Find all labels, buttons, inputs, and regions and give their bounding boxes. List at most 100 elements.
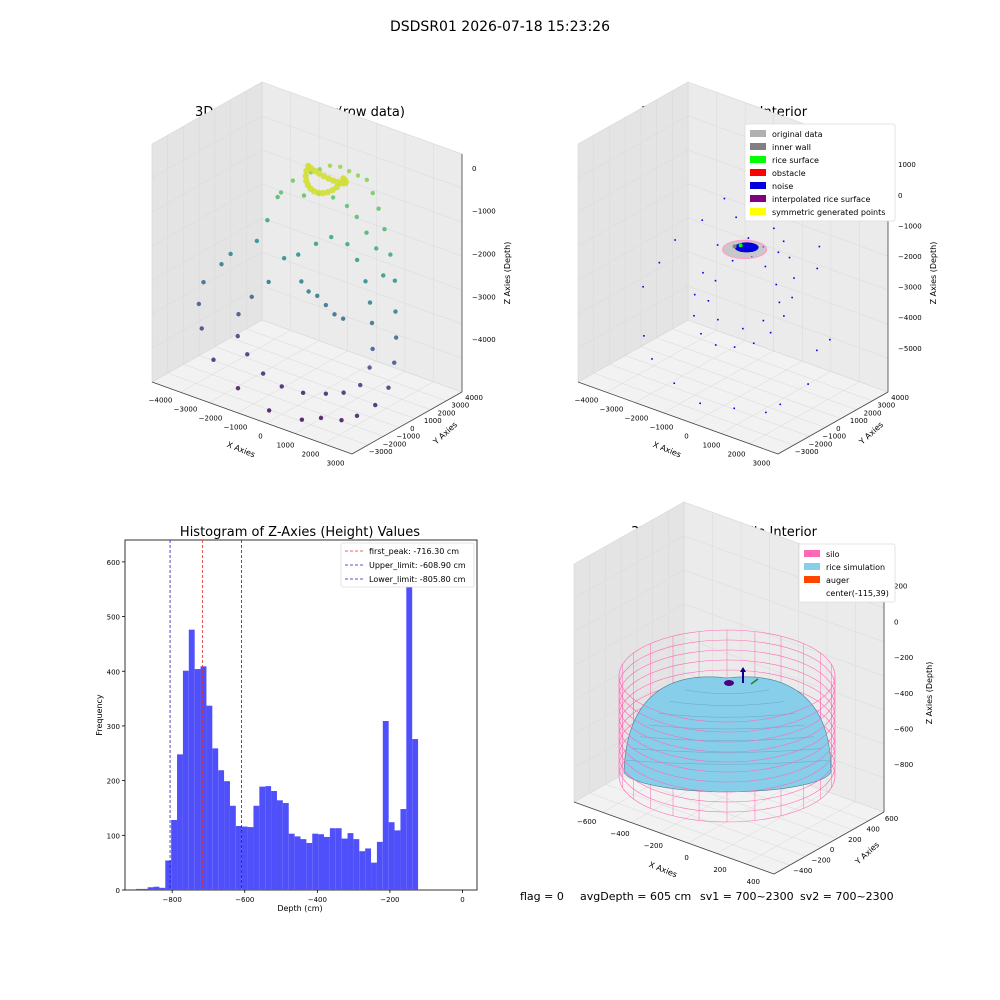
histogram-bar	[371, 862, 377, 890]
rice-mesh-line	[684, 689, 770, 694]
x-axis-line	[577, 381, 779, 455]
grid-line	[577, 251, 689, 315]
noise-point	[714, 344, 717, 346]
legend-entry: Lower_limit: -805.80 cm	[369, 575, 466, 584]
silo-ring	[618, 705, 836, 753]
scatter-point	[354, 214, 359, 220]
grid-line	[151, 183, 263, 247]
grid-line	[261, 251, 463, 325]
grid-line	[692, 360, 803, 424]
noise-point	[752, 342, 755, 345]
x-tick-label: −200	[644, 842, 663, 850]
z-axis-label: Z Axies (Depth)	[925, 662, 934, 725]
histogram-plot: Histogram of Z-Axies (Height) Values Dep…	[95, 525, 478, 913]
histogram-bar	[153, 886, 160, 890]
legend-entry: inner wall	[772, 143, 811, 152]
x-tick-label: 1000	[277, 442, 295, 450]
scatter-point	[299, 417, 305, 422]
grid-line	[151, 285, 263, 349]
scatter-point	[303, 167, 310, 175]
y-tick-label: 1000	[850, 417, 868, 425]
legend-entry: Upper_limit: -608.90 cm	[369, 561, 466, 570]
scatter-point	[386, 385, 391, 390]
scatter-point	[367, 300, 373, 305]
simulation-3d-plot: 3D simulation of Silo Interior −600−400−…	[573, 501, 934, 886]
y-tick-label: 3000	[877, 402, 895, 410]
noise-point	[747, 237, 750, 239]
histogram-bar	[406, 559, 413, 890]
scatter-point	[344, 203, 350, 209]
scatter-point	[211, 357, 216, 362]
z-tick-label: −2000	[898, 253, 922, 261]
scatter-point	[313, 241, 319, 247]
noise-point	[765, 411, 767, 414]
histogram-bar	[359, 851, 366, 890]
noise-point	[651, 358, 653, 360]
grid-line	[672, 328, 873, 402]
legend-swatch	[750, 208, 766, 215]
legend-entry: auger	[826, 576, 850, 585]
histogram-bar	[335, 828, 342, 890]
legend-swatch	[750, 195, 766, 202]
y-tick-label: −1000	[822, 433, 846, 441]
histogram-bar	[259, 786, 266, 890]
silo-ring	[618, 755, 836, 803]
histogram-title: Histogram of Z-Axies (Height) Values	[180, 525, 420, 540]
histogram-bar	[194, 669, 201, 890]
noise-point	[723, 197, 726, 200]
histogram-legend-box	[340, 542, 475, 588]
silo-ring	[618, 745, 836, 793]
scatter-point	[381, 273, 386, 278]
histogram-bar	[412, 739, 419, 890]
scatter-point	[228, 251, 233, 257]
rice-mesh-line	[625, 760, 829, 765]
grid-line	[261, 149, 463, 223]
grid-line	[605, 784, 806, 857]
histogram-bar	[324, 836, 330, 890]
z-tick-label: −4000	[472, 336, 496, 344]
x-tick-label: −200	[380, 896, 399, 904]
y-tick-label: −400	[793, 867, 812, 875]
grid-line	[606, 330, 717, 393]
y-tick-label: 200	[848, 836, 861, 844]
noise-point	[693, 293, 696, 296]
grid-line	[589, 792, 790, 866]
z-tick-label: −200	[894, 654, 913, 662]
grid-line	[151, 149, 263, 213]
z-tick-label: −600	[894, 726, 913, 734]
histogram-bar	[224, 781, 230, 890]
legend-entry: symmetric generated points	[772, 208, 885, 217]
noise-point	[714, 279, 717, 282]
x-tick-label: −4000	[149, 397, 173, 405]
scatter-point	[201, 279, 206, 285]
x-axis-line	[151, 381, 353, 455]
grid-line	[573, 671, 685, 735]
histogram-bar	[188, 629, 195, 890]
grid-line	[237, 350, 348, 414]
histogram-bar	[177, 754, 183, 890]
scatter-point	[249, 294, 254, 299]
legend-swatch	[750, 143, 766, 150]
grid-line	[573, 535, 685, 599]
grid-line	[716, 791, 827, 854]
grid-line	[294, 371, 405, 434]
noise-point	[731, 259, 734, 262]
scatter-point	[374, 246, 379, 251]
z-tick-label: 1000	[898, 161, 916, 169]
side-pane	[151, 81, 263, 383]
grid-line	[151, 251, 263, 315]
silo-ring	[618, 775, 836, 823]
legend-swatch	[804, 576, 820, 583]
y-tick-label: 0	[836, 425, 840, 433]
noise-point	[701, 219, 704, 221]
y-tick-label: 2000	[438, 409, 456, 417]
scatter-point	[196, 301, 202, 307]
scatter-point	[337, 179, 344, 187]
legend-swatch	[750, 169, 766, 176]
rice-simulation-surface	[623, 676, 832, 793]
scatter-point	[346, 168, 352, 174]
z-tick-label: −3000	[898, 284, 922, 292]
histogram-bar	[135, 888, 142, 890]
scatter-point	[370, 346, 375, 352]
grid-line	[214, 346, 415, 419]
